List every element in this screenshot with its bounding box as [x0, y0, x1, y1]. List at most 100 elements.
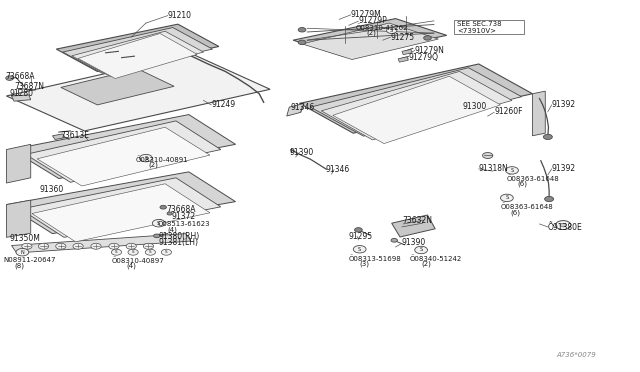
Circle shape [111, 249, 122, 255]
Text: S: S [390, 28, 393, 33]
Text: 91360: 91360 [40, 185, 64, 194]
Text: S: S [165, 250, 168, 254]
Circle shape [73, 243, 83, 249]
Text: Õ91380E: Õ91380E [548, 223, 582, 232]
Circle shape [543, 134, 552, 140]
Circle shape [483, 153, 493, 158]
Text: 91381(LH): 91381(LH) [159, 238, 198, 247]
Text: (6): (6) [511, 209, 521, 216]
Text: 91295: 91295 [349, 232, 373, 241]
Text: <73910V>: <73910V> [457, 28, 496, 33]
Text: 91275: 91275 [390, 33, 415, 42]
Circle shape [91, 243, 101, 249]
Circle shape [22, 243, 32, 249]
Circle shape [154, 234, 160, 238]
Text: S: S [115, 250, 118, 254]
Circle shape [128, 249, 138, 255]
Circle shape [506, 167, 518, 174]
Text: 91279M: 91279M [351, 10, 381, 19]
Text: S: S [358, 247, 361, 252]
Polygon shape [392, 215, 435, 237]
Circle shape [560, 223, 566, 227]
Text: 91346: 91346 [291, 103, 315, 112]
Polygon shape [287, 103, 304, 116]
Polygon shape [12, 95, 31, 101]
Polygon shape [300, 64, 532, 133]
Circle shape [556, 221, 571, 230]
Circle shape [56, 243, 66, 249]
Text: 91392: 91392 [552, 164, 576, 173]
Polygon shape [12, 115, 236, 179]
Text: (4): (4) [168, 226, 177, 233]
Polygon shape [12, 234, 191, 253]
Text: Õ08363-61648: Õ08363-61648 [500, 203, 553, 210]
Circle shape [16, 248, 29, 256]
Polygon shape [302, 23, 438, 60]
Polygon shape [52, 134, 65, 140]
Text: 91260F: 91260F [494, 107, 523, 116]
Circle shape [391, 238, 397, 242]
Text: S: S [506, 195, 508, 201]
Text: Õ08513-61623: Õ08513-61623 [157, 221, 210, 227]
Text: SEE SEC.738: SEE SEC.738 [457, 21, 502, 27]
Polygon shape [6, 54, 270, 131]
Text: 91350M: 91350M [10, 234, 40, 243]
Circle shape [140, 154, 152, 162]
Text: 91372: 91372 [172, 212, 196, 221]
Polygon shape [37, 127, 210, 186]
Text: S: S [157, 221, 161, 226]
Text: (2): (2) [366, 30, 376, 36]
Text: S: S [511, 168, 513, 173]
Text: 73668A: 73668A [166, 205, 196, 214]
Text: 91346: 91346 [325, 165, 349, 174]
Text: (2): (2) [148, 161, 158, 168]
Text: 91280: 91280 [10, 89, 34, 98]
Polygon shape [26, 121, 221, 182]
Text: 73632N: 73632N [402, 216, 432, 225]
Text: (8): (8) [14, 263, 24, 269]
Circle shape [355, 228, 362, 232]
Circle shape [353, 246, 366, 253]
Polygon shape [532, 91, 545, 136]
Text: S: S [132, 250, 134, 254]
Polygon shape [402, 49, 412, 55]
Text: S: S [144, 155, 148, 161]
Text: 91318N: 91318N [479, 164, 508, 173]
Text: 91390: 91390 [289, 148, 314, 157]
Circle shape [152, 219, 165, 227]
Circle shape [109, 243, 119, 249]
Polygon shape [293, 19, 447, 57]
Circle shape [387, 28, 397, 33]
Text: 73668A: 73668A [5, 72, 35, 81]
Text: (3): (3) [360, 261, 370, 267]
Text: (4): (4) [127, 263, 136, 269]
Text: 73613E: 73613E [61, 131, 90, 140]
Circle shape [298, 40, 306, 45]
Polygon shape [32, 184, 210, 242]
Text: 73687N: 73687N [14, 82, 44, 91]
Circle shape [38, 243, 49, 249]
Circle shape [160, 205, 166, 209]
Text: 91380(RH): 91380(RH) [159, 232, 200, 241]
Polygon shape [78, 33, 197, 78]
Polygon shape [63, 28, 212, 73]
Circle shape [126, 243, 136, 249]
Circle shape [143, 243, 154, 249]
Polygon shape [6, 200, 31, 237]
Text: 91279P: 91279P [358, 16, 387, 25]
Text: Õ08340-51242: Õ08340-51242 [410, 255, 462, 262]
Polygon shape [310, 68, 522, 136]
Text: 91249: 91249 [211, 100, 236, 109]
Text: (2): (2) [421, 261, 431, 267]
Circle shape [145, 249, 156, 255]
Polygon shape [321, 71, 512, 140]
Polygon shape [6, 144, 31, 183]
Polygon shape [333, 76, 500, 144]
Text: N: N [20, 250, 24, 255]
Text: 91392: 91392 [552, 100, 576, 109]
Text: Õ08313-51698: Õ08313-51698 [349, 255, 401, 262]
Circle shape [161, 249, 172, 255]
Polygon shape [20, 178, 221, 237]
Text: N08911-20647: N08911-20647 [3, 257, 56, 263]
Circle shape [298, 28, 306, 32]
